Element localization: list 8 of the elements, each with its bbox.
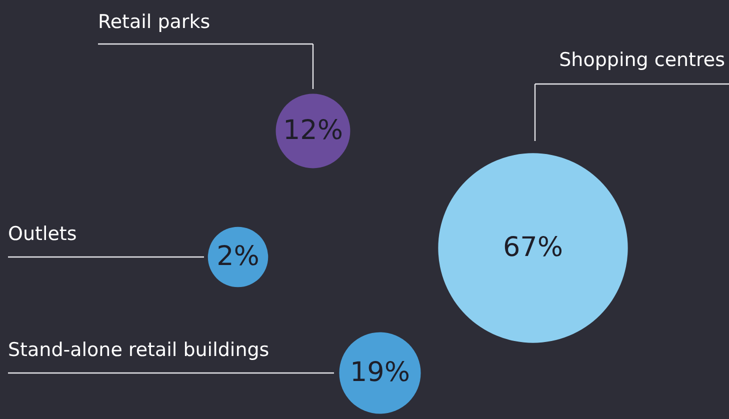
data-label: 12% [282,115,344,146]
data-label: 2% [216,241,260,272]
category-label: Stand-alone retail buildings [8,339,270,361]
category-label: Outlets [8,223,77,245]
data-label: 67% [502,232,564,263]
data-label: 19% [350,357,410,388]
category-label: Retail parks [98,11,210,33]
category-label: Shopping centres [559,49,725,71]
